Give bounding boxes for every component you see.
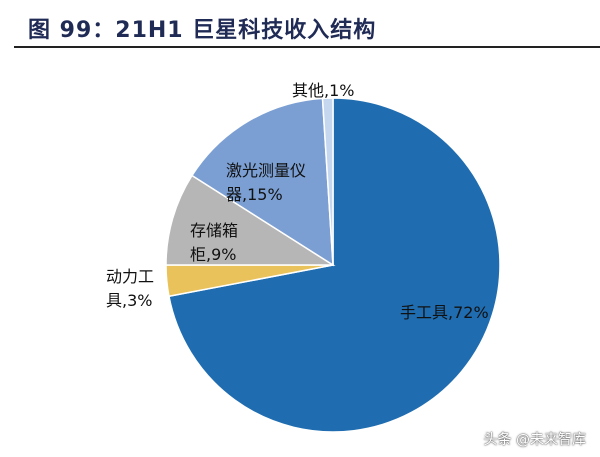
title-underline [14,46,600,48]
slice-label: 柜,9% [190,245,236,264]
pie-slice-其他 [321,97,334,266]
slice-label: 器,15% [226,185,283,204]
pie-slice-存储箱柜 [165,174,336,266]
watermark: 头条 @未来智库 [483,432,586,448]
slice-label: 存储箱 [190,221,238,240]
slice-label: 激光测量仪 [226,161,306,180]
figure-title: 图 99：21H1 巨星科技收入结构 [28,18,377,43]
pie-slice-手工具 [168,97,501,433]
slice-label: 手工具,72% [400,303,489,322]
slice-label: 其他,1% [292,81,354,100]
slice-label: 具,3% [106,291,152,310]
pie-slice-激光测量仪器 [190,97,334,267]
slice-label: 动力工 [106,267,154,286]
